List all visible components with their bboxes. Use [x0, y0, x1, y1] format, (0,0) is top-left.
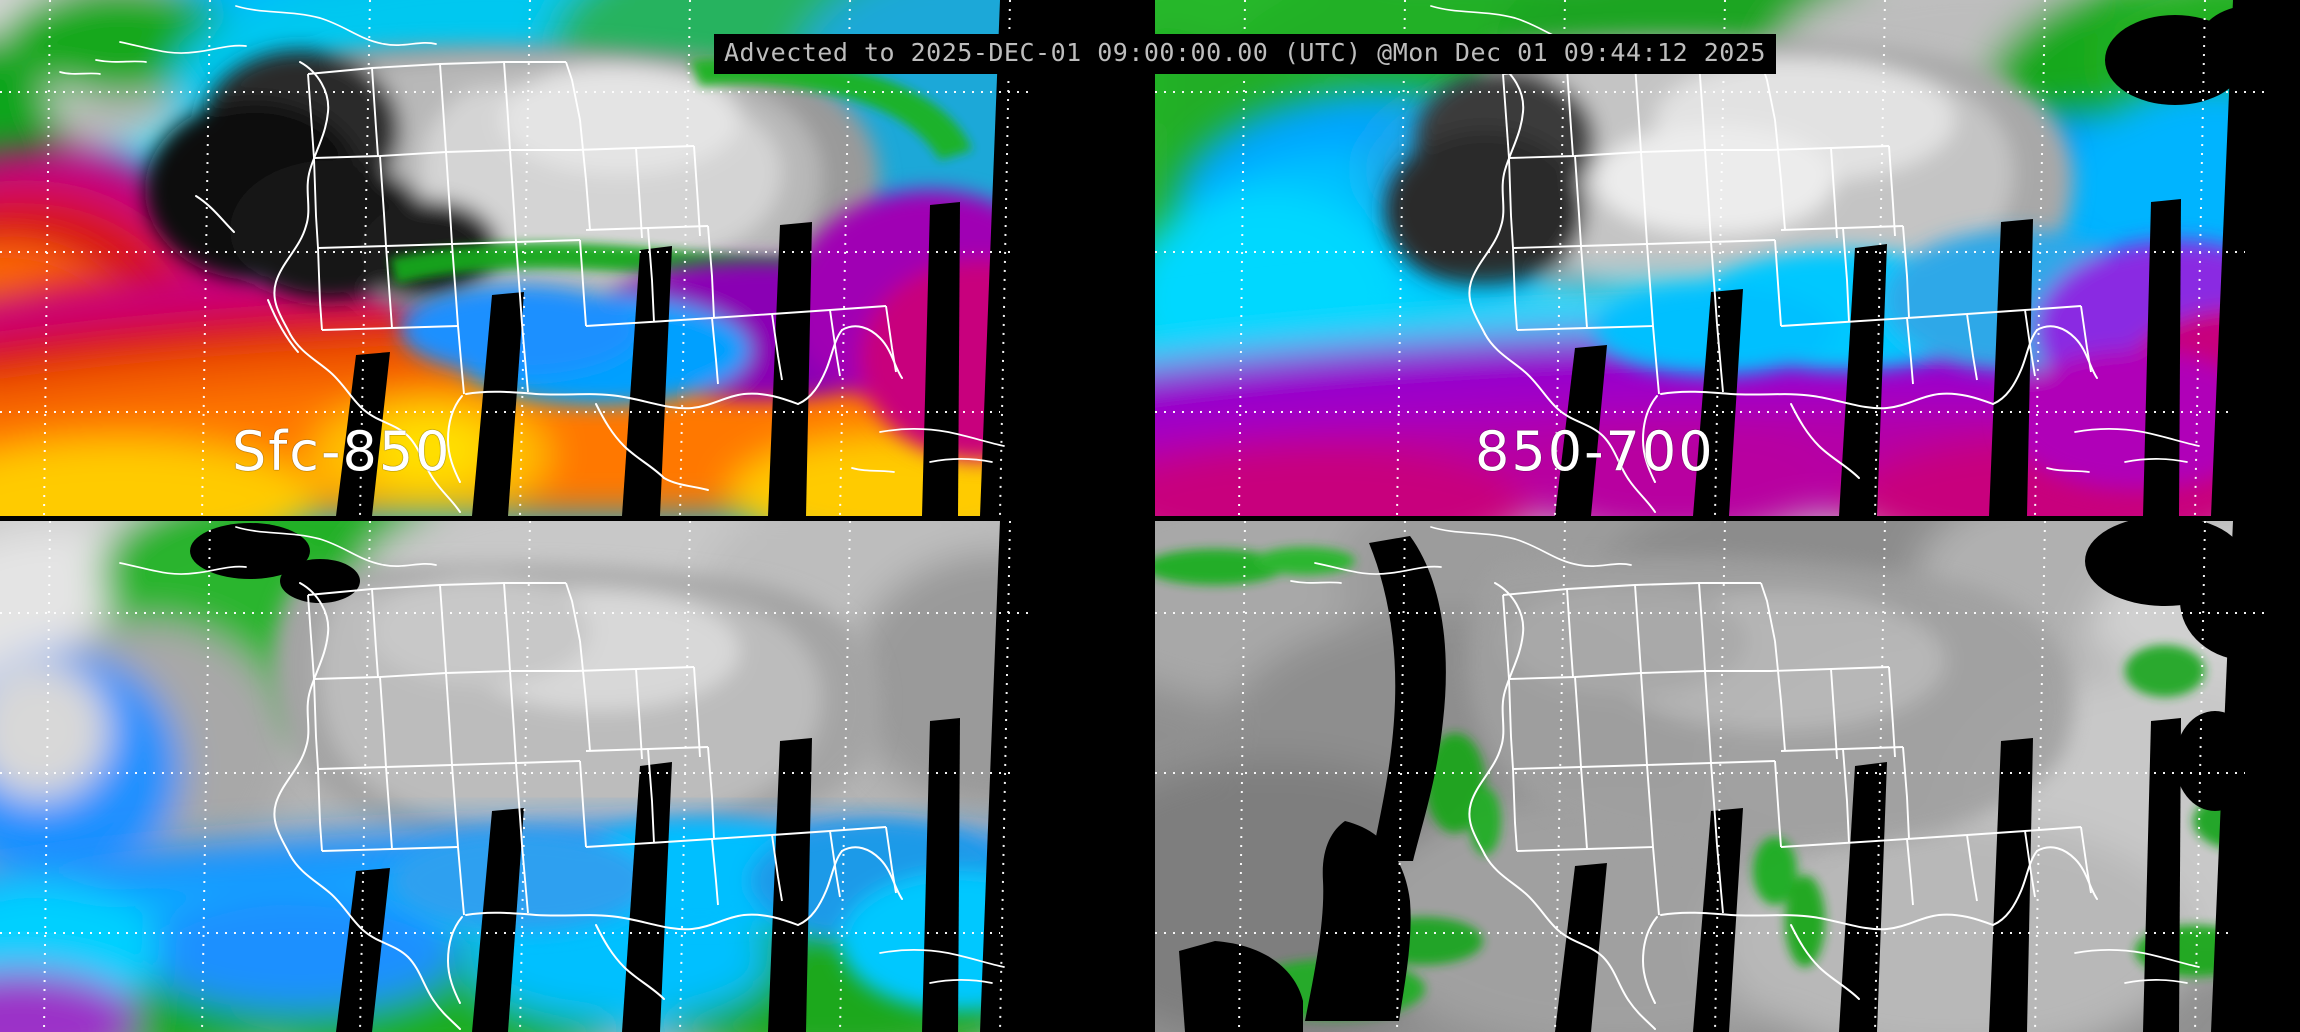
panel-700-500[interactable]: 700-500: [0, 521, 1070, 1032]
graticule-700-500: [0, 521, 1035, 1032]
panel-500-300[interactable]: 500-300: [1155, 521, 2300, 1032]
map-overlay-700-500: [119, 526, 1005, 1030]
graticule-850-700: [1155, 0, 2265, 516]
timestamp-header-bar: Advected to 2025-DEC-01 09:00:00.00 (UTC…: [714, 34, 1776, 74]
map-overlay-sfc-850: [59, 5, 1005, 513]
map-render-700-500: [0, 521, 1070, 1032]
panel-500-300-image: [1155, 521, 2300, 1032]
panel-sfc-850[interactable]: Sfc-850: [0, 0, 1070, 516]
graticule-500-300: [1155, 521, 2265, 1032]
panel-700-500-image: [0, 521, 1070, 1032]
map-overlay-500-300: [1290, 526, 2200, 1030]
panel-sfc-850-image: [0, 0, 1070, 516]
graticule-sfc-850: [0, 0, 1035, 516]
panel-850-700-image: [1155, 0, 2300, 516]
map-render-500-300: [1155, 521, 2300, 1032]
panel-850-700[interactable]: 850-700: [1155, 0, 2300, 516]
map-render-850-700: [1155, 0, 2300, 516]
map-render-sfc-850: [0, 0, 1070, 516]
